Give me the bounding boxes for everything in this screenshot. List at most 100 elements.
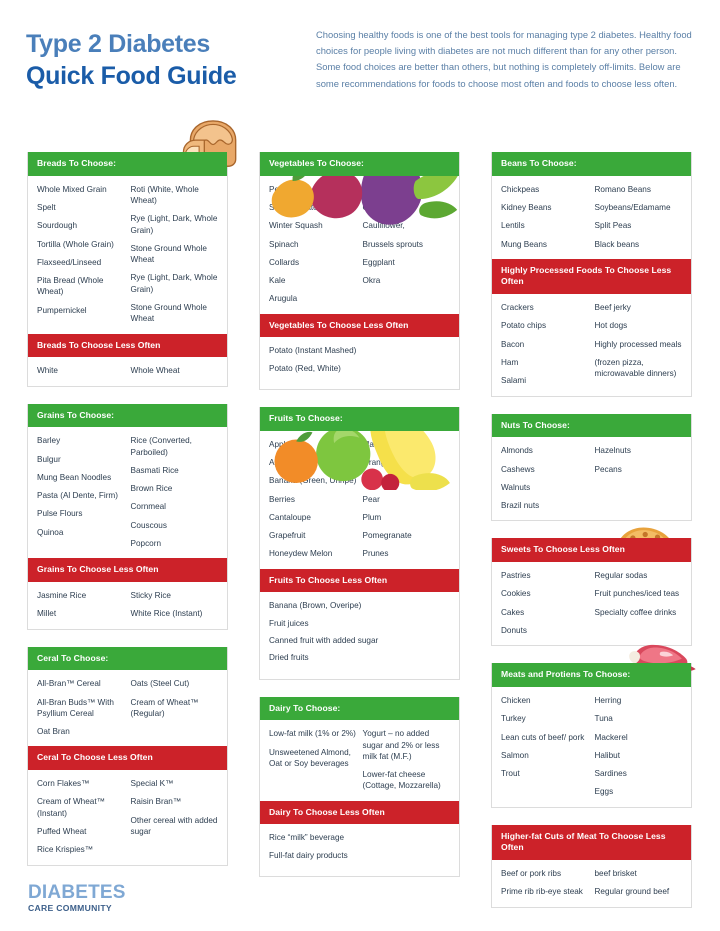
food-item: Mango	[362, 439, 388, 449]
content-column-2: Vegetables To Choose: Peas Sweet Potato Win…	[259, 152, 460, 925]
food-item: (frozen pizza, microwavable dinners)	[594, 357, 677, 379]
food-item: Lean cuts of beef/ pork	[501, 732, 585, 742]
card-header-choose: Higher-fat Cuts of Meat To Choose Less O…	[492, 824, 691, 860]
food-item: Romano Beans	[594, 184, 651, 194]
food-item: Orange	[362, 457, 390, 467]
food-item: Banana (Brown, Overipe)	[269, 601, 362, 611]
food-item: beef brisket	[594, 868, 637, 878]
food-category-card: Fruits To Choose: Apple Apricot Banana (Gre…	[259, 407, 460, 680]
food-item: Sweet Potato	[269, 202, 318, 212]
food-category-card: Sweets To Choose Less Often Pastries Cooki…	[491, 527, 692, 647]
intro-paragraph: Choosing healthy foods is one of the bes…	[316, 29, 692, 89]
food-item: Tortilla (Whole Grain)	[37, 239, 114, 249]
food-item: Pastries	[501, 571, 531, 581]
food-item: Prunes	[362, 549, 389, 559]
food-item: Peas	[269, 184, 288, 194]
food-item: Pecans	[594, 464, 622, 474]
food-item: Cornmeal	[130, 502, 167, 512]
food-item: Donuts	[501, 625, 527, 635]
item-column: Rice (Converted, Parboiled) Basmati Rice B…	[131, 435, 219, 549]
food-item: Barley	[37, 436, 61, 446]
food-item: Cookies	[501, 589, 531, 599]
food-item: Kale	[269, 276, 286, 286]
card-header-choose: Beans To Choose:	[492, 152, 691, 176]
item-column: Broccoli, Cabbage, Cauliflower, Brussels sp…	[363, 184, 451, 305]
food-item: Oats (Steel Cut)	[130, 679, 190, 689]
food-item: Rice (Converted, Parboiled)	[130, 436, 192, 457]
food-item: Apple	[269, 439, 290, 449]
card-header-choose: Dairy To Choose:	[260, 696, 459, 721]
card-header-choose: Sweets To Choose Less Often	[492, 538, 691, 563]
food-item: Salami	[501, 376, 527, 386]
card-header-choose: Meats and Protiens To Choose:	[492, 663, 691, 687]
item-column: Jasmine Rice Millet	[37, 590, 125, 620]
food-category-card: Ceral To Choose: All-Bran™ Cereal All-Bran…	[27, 646, 228, 866]
food-item: Pomegranate	[362, 531, 412, 541]
food-item: Flaxseed/Linseed	[37, 257, 102, 267]
food-item: Low-fat milk (1% or 2%)	[269, 729, 356, 739]
food-item: Cashews	[501, 464, 535, 474]
card-body: Corn Flakes™ Cream of Wheat™ (Instant) Puf…	[28, 770, 227, 865]
card-body: Pastries Cookies Cakes Donuts Regular sodas F…	[492, 562, 691, 645]
food-item: Sourdough	[37, 221, 78, 231]
food-item: Cream of Wheat™ (Instant)	[37, 797, 105, 818]
content-column-3: Beans To Choose: Chickpeas Kidney Beans Len…	[491, 152, 696, 925]
food-category-card: Vegetables To Choose: Peas Sweet Potato Win…	[259, 152, 460, 390]
food-item: Mung Bean Noodles	[37, 472, 112, 482]
food-item: Lower-fat cheese (Cottage, Mozzarella)	[362, 770, 441, 791]
food-item: Pasta (Al Dente, Firm)	[37, 491, 118, 501]
food-item: Spelt	[37, 202, 56, 212]
item-column: Pastries Cookies Cakes Donuts	[501, 570, 589, 636]
food-item: Couscous	[130, 520, 167, 530]
food-item: White	[37, 366, 58, 376]
card-body: Chickpeas Kidney Beans Lentils Mung Beans Ro…	[492, 176, 691, 259]
food-item: Oat Bran	[37, 727, 70, 737]
food-item: Brown Rice	[130, 484, 173, 494]
food-item: Yogurt – no added sugar and 2% or less m…	[362, 729, 440, 761]
item-column: Beef jerky Hot dogs Highly processed meals…	[595, 302, 683, 387]
content-columns: Breads To Choose: Whole Mixed Grain Spelt S…	[27, 120, 696, 925]
food-item: Regular ground beef	[594, 887, 670, 897]
food-item: Mackerel	[594, 732, 628, 742]
card-header-less-often: Fruits To Choose Less Often	[260, 568, 459, 593]
item-column: Apple Apricot Banana (Green, Unripe) Berrie…	[269, 439, 357, 560]
food-item: Cakes	[501, 607, 525, 617]
food-item: Bulgur	[37, 454, 61, 464]
food-item: Black beans	[594, 239, 640, 249]
food-item: Herring	[594, 695, 622, 705]
food-item: White Rice (Instant)	[130, 609, 203, 619]
card-body: Whole Mixed Grain Spelt Sourdough Tortilla …	[28, 176, 227, 334]
food-item: Grapefruit	[269, 531, 306, 541]
card-header-choose: Nuts To Choose:	[492, 413, 691, 438]
card-body: Jasmine Rice Millet Sticky Rice White Rice …	[28, 582, 227, 629]
food-item: Eggs	[594, 787, 614, 797]
card-header-choose: Grains To Choose:	[28, 403, 227, 428]
item-column: Beef or pork ribs Prime rib rib-eye steak	[501, 868, 589, 898]
food-item: Trout	[501, 769, 520, 779]
food-item: Plum	[362, 512, 382, 522]
card-body: Crackers Potato chips Bacon Ham Salami Beef j…	[492, 294, 691, 396]
logo-secondary-text: CARE COMMUNITY	[28, 903, 112, 914]
food-item: Eggplant	[362, 257, 395, 267]
item-column: Corn Flakes™ Cream of Wheat™ (Instant) Puf…	[37, 778, 125, 856]
food-item: Rice “milk” beverage	[269, 833, 345, 843]
food-item: Crackers	[501, 303, 534, 313]
food-item: Rye (Light, Dark, Whole Grain)	[130, 214, 218, 235]
card-body: Rice “milk” beverage Full-fat dairy produ…	[260, 824, 459, 876]
food-item: Apricot	[269, 457, 295, 467]
item-column: Yogurt – no added sugar and 2% or less m…	[363, 728, 451, 792]
food-item: Puffed Wheat	[37, 827, 87, 836]
food-item: Fruit juices	[269, 618, 309, 628]
logo-primary-text: DIABETES	[28, 882, 126, 904]
card-body: All-Bran™ Cereal All-Bran Buds™ With Psyl…	[28, 670, 227, 746]
food-item: Stone Ground Whole Wheat	[130, 303, 207, 324]
food-item: Corn Flakes™	[37, 779, 90, 789]
card-header-less-often: Vegetables To Choose Less Often	[260, 313, 459, 338]
item-column: Romano Beans Soybeans/Edamame Split Peas Bl…	[595, 184, 683, 250]
card-body: Beef or pork ribs Prime rib rib-eye steak…	[492, 860, 691, 907]
food-item: Beef or pork ribs	[501, 868, 562, 878]
card-header-choose: Breads To Choose:	[28, 152, 227, 176]
item-column: Peas Sweet Potato Winter Squash Spinach Coll…	[269, 184, 357, 305]
food-item: Mung Beans	[501, 239, 547, 249]
food-item: Banana (Green, Unripe)	[269, 476, 357, 486]
